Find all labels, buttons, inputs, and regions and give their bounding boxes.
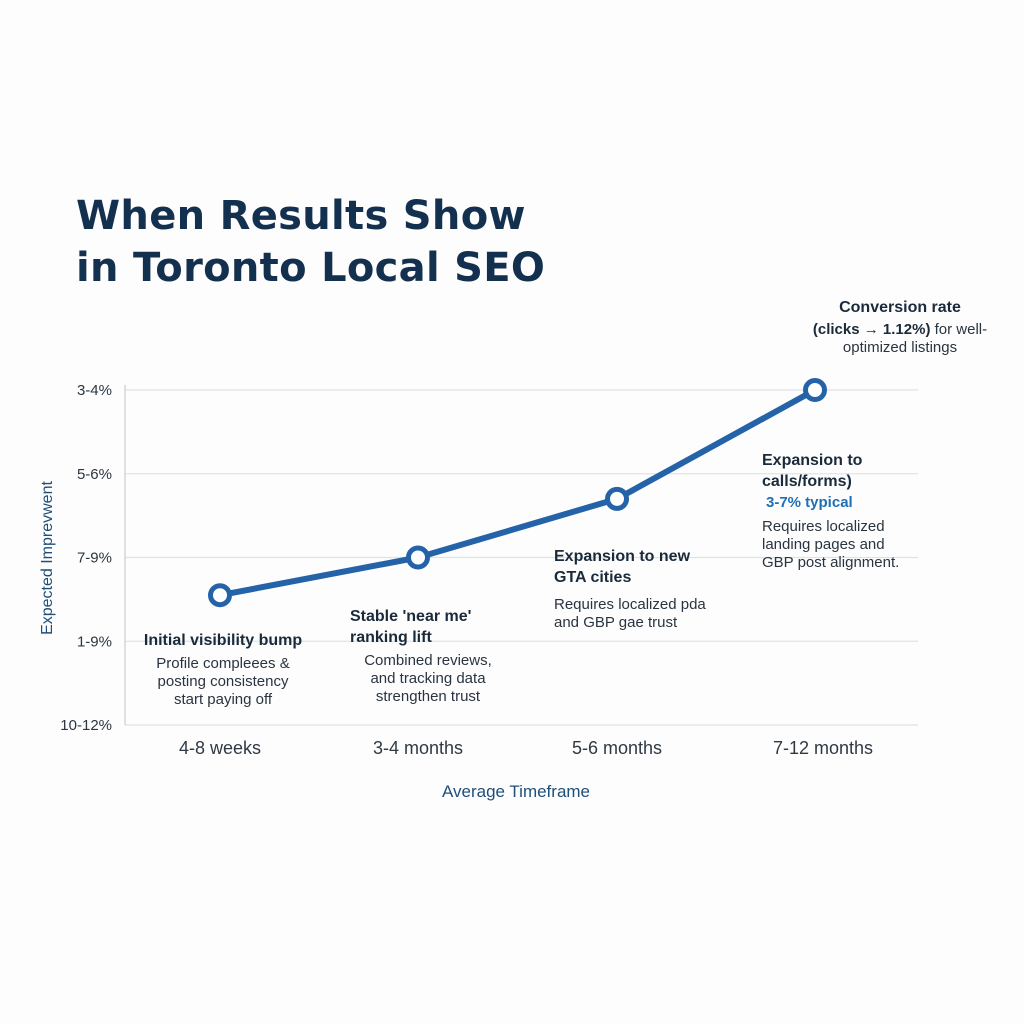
- title-line-1: When Results Show: [76, 193, 526, 239]
- annotation-body-line: optimized listings: [842, 339, 958, 356]
- y-tick-label: 3-4%: [77, 382, 112, 399]
- annotation-subheading-bold: (clicks → 1.12%): [812, 321, 931, 338]
- annotation-subheading: (clicks → 1.12%) for well-: [800, 321, 1000, 339]
- annotation-gta-expansion: Expansion to new GTA cities Requires loc…: [554, 546, 744, 632]
- annotation-conversion-rate: Conversion rate (clicks → 1.12%) for wel…: [800, 297, 1000, 357]
- annotation-body-line: strengthen trust: [375, 688, 481, 705]
- series-line: [217, 387, 818, 599]
- annotation-calls-forms: Expansion to calls/forms) 3-7% typical R…: [762, 450, 932, 572]
- y-tick-label: 10-12%: [60, 717, 112, 734]
- annotation-body: Requires localized pda and GBP gae trust: [554, 596, 744, 632]
- annotation-body-line: Profile compleees &: [156, 655, 290, 672]
- x-tick-label: 3-4 months: [373, 738, 463, 758]
- annotation-body: Profile compleees & posting consistency …: [128, 655, 318, 709]
- page-title: When Results Show in Toronto Local SEO: [76, 190, 545, 294]
- annotation-heading: Conversion rate: [839, 299, 961, 316]
- annotation-subheading-tail: for well-: [934, 321, 988, 338]
- annotation-heading: Expansion to calls/forms): [762, 452, 863, 490]
- annotation-heading: Stable 'near me' ranking lift: [350, 608, 472, 646]
- y-tick-label: 5-6%: [77, 466, 112, 483]
- annotation-body-line: Requires localized: [762, 518, 885, 535]
- data-point: [406, 545, 430, 570]
- title-line-2: in Toronto Local SEO: [76, 245, 546, 291]
- annotation-heading: Expansion to new GTA cities: [554, 548, 691, 586]
- annotation-body-line: and tracking data: [370, 670, 486, 687]
- x-axis-label: Average Timeframe: [442, 782, 590, 801]
- annotation-initial-visibility: Initial visibility bump Profile compleee…: [128, 630, 318, 709]
- x-tick-label: 5-6 months: [572, 738, 662, 758]
- data-point: [803, 378, 827, 402]
- annotation-near-me-lift: Stable 'near me' ranking lift Combined r…: [350, 606, 510, 706]
- annotation-body-line: Requires localized pda: [554, 596, 706, 613]
- annotation-highlight: 3-7% typical: [766, 494, 853, 511]
- x-tick-label: 7-12 months: [773, 738, 873, 758]
- annotation-body-line: and GBP gae trust: [554, 614, 678, 631]
- data-point: [208, 583, 232, 608]
- y-tick-label: 7-9%: [77, 550, 112, 567]
- annotation-body-line: posting consistency: [157, 673, 289, 690]
- annotation-body: Requires localized landing pages and GBP…: [762, 518, 932, 572]
- data-point: [605, 486, 629, 511]
- annotation-heading: Initial visibility bump: [143, 632, 303, 649]
- annotation-body-line: Combined reviews,: [364, 652, 492, 669]
- y-tick-label: 1-9%: [77, 633, 112, 650]
- annotation-body-line: landing pages and: [762, 536, 885, 553]
- annotation-body-line: start paying off: [173, 691, 273, 708]
- annotation-body-line: GBP post alignment.: [762, 554, 900, 571]
- x-tick-label: 4-8 weeks: [179, 738, 261, 758]
- annotation-body: Combined reviews, and tracking data stre…: [346, 652, 510, 706]
- y-axis-label: Expected Imprevwent: [39, 481, 56, 635]
